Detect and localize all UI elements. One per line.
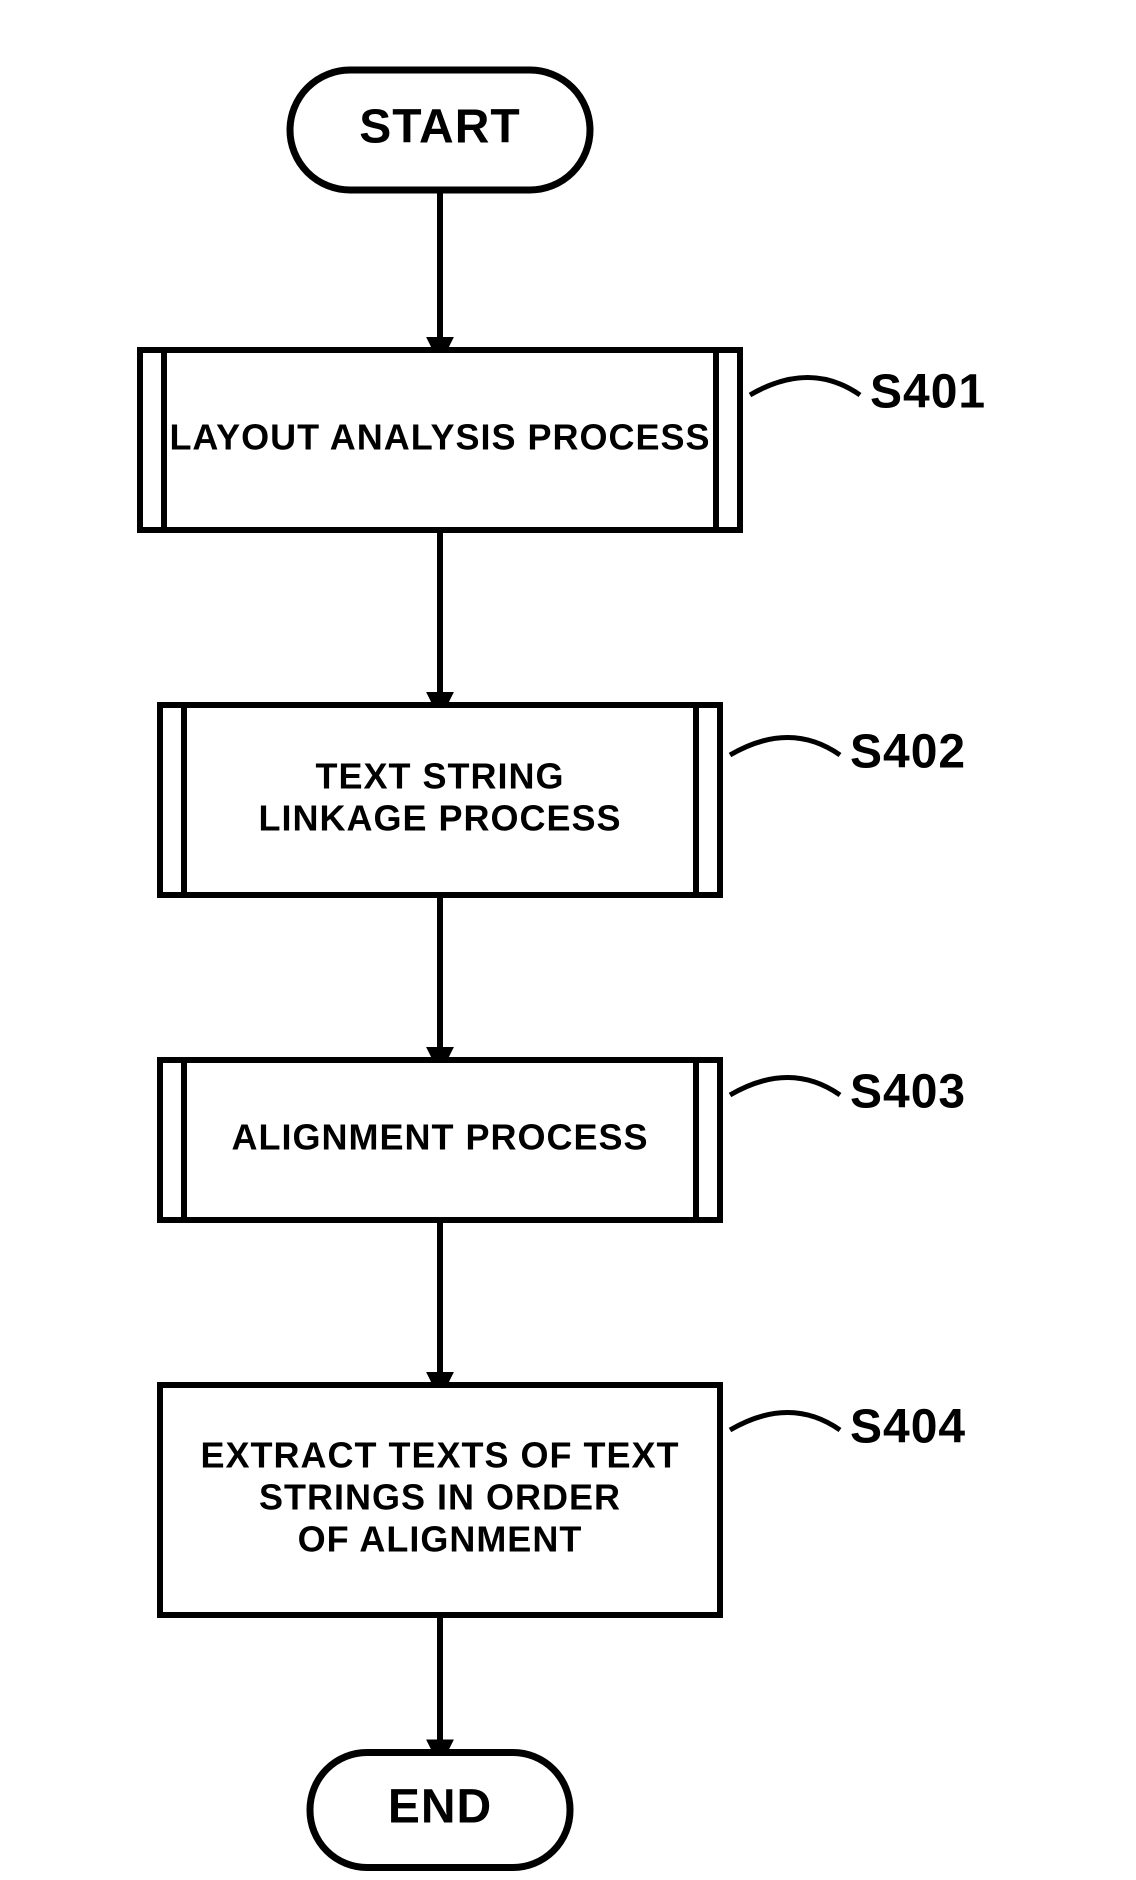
label-s403: S403 bbox=[850, 1066, 966, 1119]
callout-s404 bbox=[730, 1413, 840, 1431]
node-end-text-0: END bbox=[388, 1781, 492, 1834]
node-s402-text-0: TEXT STRING bbox=[315, 756, 564, 797]
node-end: END bbox=[310, 1753, 570, 1868]
label-s402: S402 bbox=[850, 726, 966, 779]
callout-s401 bbox=[750, 378, 860, 396]
node-s404-text-1: STRINGS IN ORDER bbox=[259, 1477, 621, 1518]
flowchart-canvas: START LAYOUT ANALYSIS PROCESS S401 TEXT STR… bbox=[0, 0, 1136, 1880]
node-s401-text-0: LAYOUT ANALYSIS PROCESS bbox=[169, 417, 710, 458]
node-s404-text-0: EXTRACT TEXTS OF TEXT bbox=[200, 1435, 679, 1476]
node-s403-text-0: ALIGNMENT PROCESS bbox=[231, 1117, 648, 1158]
label-s404: S404 bbox=[850, 1401, 966, 1454]
callout-s402 bbox=[730, 738, 840, 756]
node-s402-text-1: LINKAGE PROCESS bbox=[258, 798, 621, 839]
node-s403: ALIGNMENT PROCESS bbox=[160, 1060, 720, 1220]
node-s401: LAYOUT ANALYSIS PROCESS bbox=[140, 350, 740, 530]
node-s404: EXTRACT TEXTS OF TEXTSTRINGS IN ORDEROF … bbox=[160, 1385, 720, 1615]
callout-s403 bbox=[730, 1078, 840, 1096]
node-start-text-0: START bbox=[359, 101, 520, 154]
node-start: START bbox=[290, 70, 590, 190]
label-s401: S401 bbox=[870, 366, 986, 419]
node-s404-text-2: OF ALIGNMENT bbox=[298, 1519, 583, 1560]
node-s402: TEXT STRINGLINKAGE PROCESS bbox=[160, 705, 720, 895]
